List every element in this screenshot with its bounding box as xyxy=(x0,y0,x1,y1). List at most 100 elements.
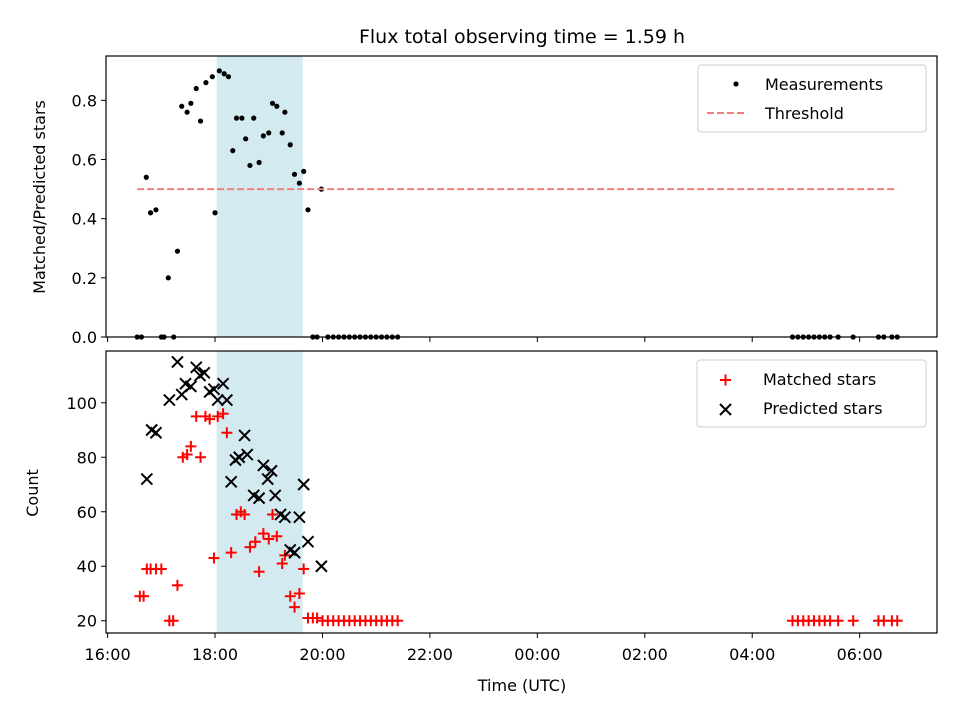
predicted-star-marker xyxy=(216,377,230,390)
measurement-point xyxy=(243,136,249,142)
measurement-point xyxy=(216,68,222,74)
measurement-point xyxy=(296,180,302,186)
matched-star-marker xyxy=(257,528,269,540)
bottom-axes: 20 40 60 80 100 16:00 18:00 20:00 22:00 00:00 02:0… xyxy=(66,350,938,664)
predicted-star-marker xyxy=(301,535,315,548)
y-tick-label: 80 xyxy=(77,448,97,467)
predicted-star-marker xyxy=(198,366,211,380)
y-tick-label: 40 xyxy=(77,557,97,576)
measurement-point xyxy=(221,71,227,77)
matched-star-marker xyxy=(392,615,404,627)
matched-star-marker xyxy=(181,449,193,461)
predicted-star-marker xyxy=(252,491,266,505)
x-tick-label: 06:00 xyxy=(837,645,883,664)
measurement-point xyxy=(179,103,185,109)
predicted-star-marker xyxy=(207,382,221,396)
top-axes: 0.0 0.2 0.4 0.6 0.8 xyxy=(72,55,938,347)
predicted-star-marker xyxy=(190,361,203,374)
predicted-star-marker xyxy=(269,489,282,502)
x-tick-label: 04:00 xyxy=(729,645,775,664)
matched-star-marker xyxy=(195,451,207,463)
measurement-point xyxy=(269,100,276,106)
matched-star-marker xyxy=(171,579,183,591)
top-legend-box xyxy=(697,64,927,133)
measurement-point xyxy=(174,248,181,254)
measurement-point xyxy=(225,74,232,80)
bottom-marks xyxy=(134,355,903,627)
y-tick-label: 0.4 xyxy=(72,210,97,229)
matched-star-marker xyxy=(204,413,216,425)
matched-star-marker xyxy=(217,408,229,420)
measurement-point xyxy=(287,142,293,148)
measurement-point xyxy=(233,115,240,121)
predicted-star-marker xyxy=(238,429,251,442)
measurement-point xyxy=(251,115,257,121)
x-tick-label: 00:00 xyxy=(514,645,560,664)
matched-star-marker xyxy=(832,615,844,627)
measurement-point xyxy=(279,130,285,136)
predicted-star-marker xyxy=(315,560,328,573)
y-tick-label: 0.8 xyxy=(72,91,97,110)
x-tick-label: 22:00 xyxy=(407,645,453,664)
x-tick-label: 02:00 xyxy=(622,645,668,664)
matched-star-marker xyxy=(847,615,859,627)
measurement-point xyxy=(203,80,209,86)
measurement-point xyxy=(256,159,262,166)
measurement-point xyxy=(197,118,204,124)
predicted-star-marker xyxy=(297,478,310,491)
measurement-point xyxy=(230,148,236,154)
y-tick-label: 0.2 xyxy=(72,269,97,288)
measurement-point xyxy=(188,100,194,106)
legend-threshold-label: Threshold xyxy=(764,104,844,123)
y-tick-label: 20 xyxy=(77,612,97,631)
bottom-panel: 20 40 60 80 100 16:00 18:00 20:00 22:00 00:00 02:0… xyxy=(23,350,938,695)
measurement-point xyxy=(301,168,307,174)
matched-star-marker xyxy=(244,541,256,553)
predicted-star-marker xyxy=(140,472,154,486)
predicted-star-marker xyxy=(288,546,301,559)
x-tick-label: 20:00 xyxy=(299,645,345,664)
measurement-point xyxy=(239,115,245,121)
legend-predicted-label: Predicted stars xyxy=(763,399,883,418)
legend-measurements-label: Measurements xyxy=(765,75,883,94)
measurement-point xyxy=(282,109,288,115)
top-legend: Measurements Threshold xyxy=(697,64,927,133)
measurement-point xyxy=(260,133,266,139)
measurement-point xyxy=(274,103,280,109)
top-panel: 0.00.20.40.60.8 Matched/Predicted stars … xyxy=(30,55,938,347)
predicted-star-marker xyxy=(265,464,278,478)
bot-axes-frame xyxy=(105,350,938,634)
measurement-point xyxy=(153,207,159,213)
predicted-star-marker xyxy=(241,448,254,461)
legend-measurements-marker xyxy=(733,81,739,87)
measurement-point xyxy=(165,275,171,281)
bottom-legend: Matched stars Predicted stars xyxy=(696,359,927,428)
measurement-point xyxy=(247,162,253,169)
matched-star-marker xyxy=(239,508,251,520)
matched-star-marker xyxy=(208,552,220,564)
predicted-star-marker xyxy=(149,426,163,439)
matched-star-marker xyxy=(155,563,167,575)
top-axes-frame xyxy=(105,55,938,338)
predicted-star-marker xyxy=(163,393,176,407)
predicted-star-marker xyxy=(184,380,198,393)
legend-predicted-marker xyxy=(719,403,732,416)
predicted-star-marker xyxy=(257,459,270,472)
observing-span-top xyxy=(216,56,303,337)
observing-span-bottom xyxy=(216,351,303,633)
predicted-star-marker xyxy=(220,393,234,407)
measurement-point xyxy=(193,85,199,92)
measurement-point xyxy=(291,171,298,177)
matched-star-marker xyxy=(138,590,150,602)
matched-star-marker xyxy=(293,587,305,599)
top-marks xyxy=(134,68,900,340)
matched-star-marker xyxy=(298,563,310,575)
matched-star-marker xyxy=(284,590,296,602)
matched-star-marker xyxy=(225,547,237,559)
predicted-star-marker xyxy=(171,355,184,369)
measurement-point xyxy=(143,174,149,180)
legend-matched-label: Matched stars xyxy=(763,370,876,389)
measurement-point xyxy=(305,207,311,213)
measurement-point xyxy=(266,130,272,136)
measurement-point xyxy=(212,210,218,216)
